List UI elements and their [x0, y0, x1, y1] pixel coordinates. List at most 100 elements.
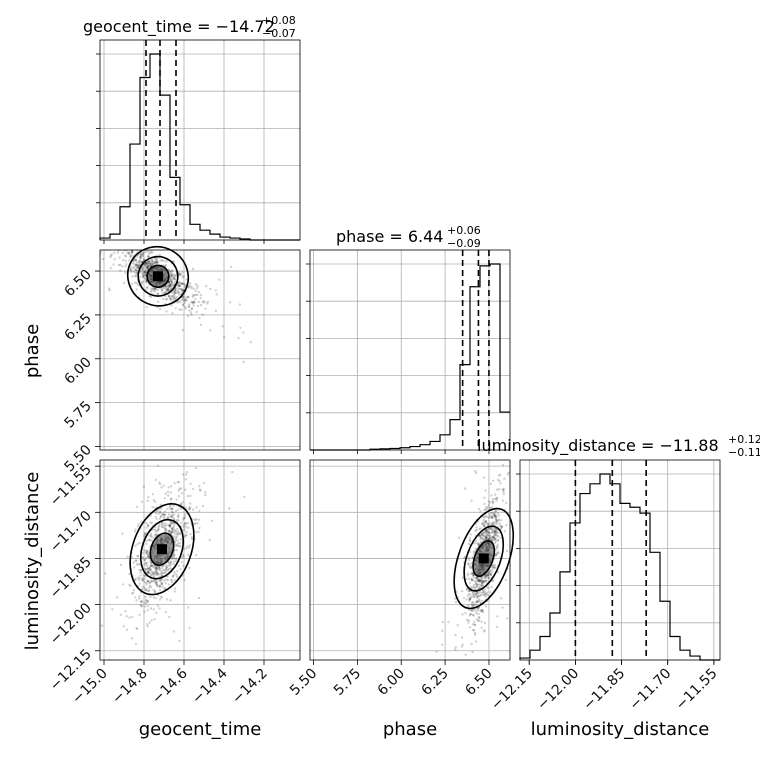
scatter-geocent-time-vs-luminosity-distance-point — [166, 568, 170, 572]
scatter-geocent-time-vs-phase-point — [148, 294, 151, 298]
scatter-geocent-time-vs-phase-point — [160, 288, 163, 292]
scatter-geocent-time-vs-luminosity-distance-point — [176, 575, 179, 578]
scatter-geocent-time-vs-luminosity-distance-point — [157, 568, 161, 572]
scatter-geocent-time-vs-luminosity-distance-point — [176, 481, 179, 484]
scatter-geocent-time-vs-phase-point — [146, 266, 149, 269]
scatter-geocent-time-vs-luminosity-distance-point — [154, 531, 157, 534]
scatter-phase-vs-luminosity-distance-point — [483, 630, 486, 633]
scatter-phase-vs-luminosity-distance-point — [484, 537, 488, 540]
scatter-geocent-time-vs-luminosity-distance-point — [167, 524, 170, 527]
scatter-phase-vs-luminosity-distance-point — [481, 610, 485, 614]
scatter-phase-vs-luminosity-distance-point — [496, 545, 499, 548]
scatter-geocent-time-vs-phase-point — [129, 267, 132, 270]
scatter-geocent-time-vs-luminosity-distance-point — [146, 600, 149, 604]
scatter-geocent-time-vs-luminosity-distance-point — [195, 518, 198, 521]
scatter-phase-vs-luminosity-distance-point — [510, 651, 512, 653]
scatter-geocent-time-vs-luminosity-distance-point — [146, 625, 149, 628]
scatter-phase-vs-luminosity-distance-point — [513, 505, 515, 507]
scatter-geocent-time-vs-phase-point — [177, 287, 180, 290]
scatter-phase-vs-luminosity-distance-point — [481, 582, 484, 585]
scatter-geocent-time-vs-luminosity-distance-point — [188, 626, 191, 630]
scatter-geocent-time-vs-luminosity-distance-point — [147, 570, 150, 573]
scatter-geocent-time-vs-phase-point — [162, 297, 165, 301]
scatter-phase-vs-luminosity-distance-point — [474, 529, 477, 532]
scatter-geocent-time-vs-phase-point — [142, 275, 145, 278]
scatter-geocent-time-vs-luminosity-distance-point — [187, 546, 191, 549]
scatter-geocent-time-vs-luminosity-distance-point — [171, 513, 174, 517]
scatter-geocent-time-vs-phase-point — [169, 278, 172, 281]
scatter-geocent-time-vs-luminosity-distance-point — [124, 610, 127, 613]
scatter-geocent-time-vs-luminosity-distance-point — [164, 529, 167, 532]
scatter-geocent-time-vs-luminosity-distance-point — [150, 570, 154, 574]
scatter-phase-vs-luminosity-distance-point — [495, 547, 499, 550]
scatter-phase-vs-luminosity-distance-point — [467, 542, 471, 546]
scatter-phase-vs-luminosity-distance-point — [478, 533, 482, 537]
ylabel-luminosity-distance: luminosity_distance — [22, 472, 43, 651]
scatter-phase-vs-luminosity-distance-point — [506, 473, 509, 476]
scatter-geocent-time-vs-phase-point — [140, 283, 143, 286]
scatter-geocent-time-vs-luminosity-distance-point — [128, 572, 131, 576]
scatter-phase-vs-luminosity-distance-point — [489, 573, 493, 577]
scatter-phase-vs-luminosity-distance-point — [496, 535, 500, 538]
scatter-geocent-time-vs-luminosity-distance-point — [172, 573, 176, 576]
scatter-geocent-time-vs-phase-point — [99, 244, 101, 246]
scatter-phase-vs-luminosity-distance-point — [492, 566, 495, 570]
scatter-geocent-time-vs-luminosity-distance-point — [141, 578, 144, 582]
scatter-geocent-time-vs-phase-point — [164, 260, 167, 263]
scatter-geocent-time-vs-phase-point — [144, 265, 148, 268]
scatter-geocent-time-vs-luminosity-distance-point — [146, 553, 149, 556]
scatter-geocent-time-vs-luminosity-distance-point — [196, 522, 199, 525]
scatter-geocent-time-vs-luminosity-distance-point — [156, 573, 159, 576]
scatter-geocent-time-vs-phase-point — [148, 261, 151, 265]
scatter-phase-vs-luminosity-distance-point — [478, 599, 481, 602]
scatter-geocent-time-vs-luminosity-distance-point — [151, 493, 155, 496]
scatter-phase-vs-luminosity-distance-point — [483, 502, 486, 506]
scatter-geocent-time-vs-luminosity-distance-point — [174, 541, 177, 544]
scatter-phase-vs-luminosity-distance-point — [483, 508, 486, 512]
scatter-geocent-time-vs-phase-point — [168, 297, 172, 300]
scatter-geocent-time-vs-phase-point — [173, 274, 176, 277]
scatter-phase-vs-luminosity-distance-point — [487, 522, 490, 526]
scatter-geocent-time-vs-luminosity-distance-point — [125, 615, 128, 618]
scatter-phase-vs-luminosity-distance-point — [480, 608, 483, 612]
scatter-phase-vs-luminosity-distance-point — [485, 534, 489, 537]
scatter-geocent-time-vs-luminosity-distance-point — [171, 574, 174, 578]
scatter-phase-vs-luminosity-distance-point — [495, 515, 498, 519]
scatter-phase-vs-luminosity-distance-point — [490, 511, 493, 515]
scatter-geocent-time-vs-phase-point — [119, 263, 122, 267]
scatter-geocent-time-vs-phase-point — [238, 303, 242, 306]
scatter-geocent-time-vs-phase-point — [164, 291, 167, 294]
scatter-geocent-time-vs-luminosity-distance-point — [138, 582, 142, 585]
scatter-geocent-time-vs-phase-point — [190, 313, 193, 316]
scatter-geocent-time-vs-luminosity-distance-point — [154, 565, 157, 568]
scatter-phase-vs-luminosity-distance-point — [494, 513, 497, 516]
scatter-phase-vs-luminosity-distance-point — [475, 528, 478, 532]
scatter-geocent-time-vs-luminosity-distance-point — [150, 573, 153, 576]
scatter-geocent-time-vs-luminosity-distance-point — [170, 531, 173, 534]
scatter-geocent-time-vs-phase-point — [181, 328, 184, 332]
scatter-phase-vs-luminosity-distance-point — [496, 615, 499, 618]
scatter-geocent-time-vs-luminosity-distance-point — [160, 572, 163, 576]
scatter-geocent-time-vs-luminosity-distance-point — [159, 515, 163, 518]
scatter-geocent-time-vs-luminosity-distance-point — [149, 532, 153, 536]
scatter-geocent-time-vs-phase-point — [161, 259, 165, 262]
scatter-geocent-time-vs-luminosity-distance-point — [166, 507, 169, 510]
scatter-geocent-time-vs-luminosity-distance-point — [185, 471, 189, 474]
scatter-phase-vs-luminosity-distance-panel — [309, 459, 515, 661]
scatter-geocent-time-vs-phase-point — [168, 285, 172, 288]
scatter-phase-vs-luminosity-distance-point — [476, 576, 479, 579]
scatter-geocent-time-vs-luminosity-distance-point — [149, 568, 153, 571]
scatter-geocent-time-vs-luminosity-distance-point — [164, 524, 168, 527]
scatter-phase-vs-luminosity-distance-point — [480, 580, 483, 583]
scatter-geocent-time-vs-phase-point — [147, 264, 150, 268]
scatter-geocent-time-vs-luminosity-distance-point — [140, 568, 143, 572]
scatter-geocent-time-vs-luminosity-distance-point — [153, 579, 156, 582]
scatter-geocent-time-vs-luminosity-distance-point — [169, 515, 173, 518]
scatter-phase-vs-luminosity-distance-point — [494, 518, 498, 521]
scatter-geocent-time-vs-phase-point — [129, 254, 132, 258]
scatter-phase-vs-luminosity-distance-point — [478, 591, 482, 594]
scatter-geocent-time-vs-luminosity-distance-point — [152, 498, 156, 502]
scatter-geocent-time-vs-luminosity-distance-point — [144, 557, 148, 560]
scatter-geocent-time-vs-luminosity-distance-point — [130, 556, 134, 559]
scatter-geocent-time-vs-luminosity-distance-point — [231, 470, 234, 474]
